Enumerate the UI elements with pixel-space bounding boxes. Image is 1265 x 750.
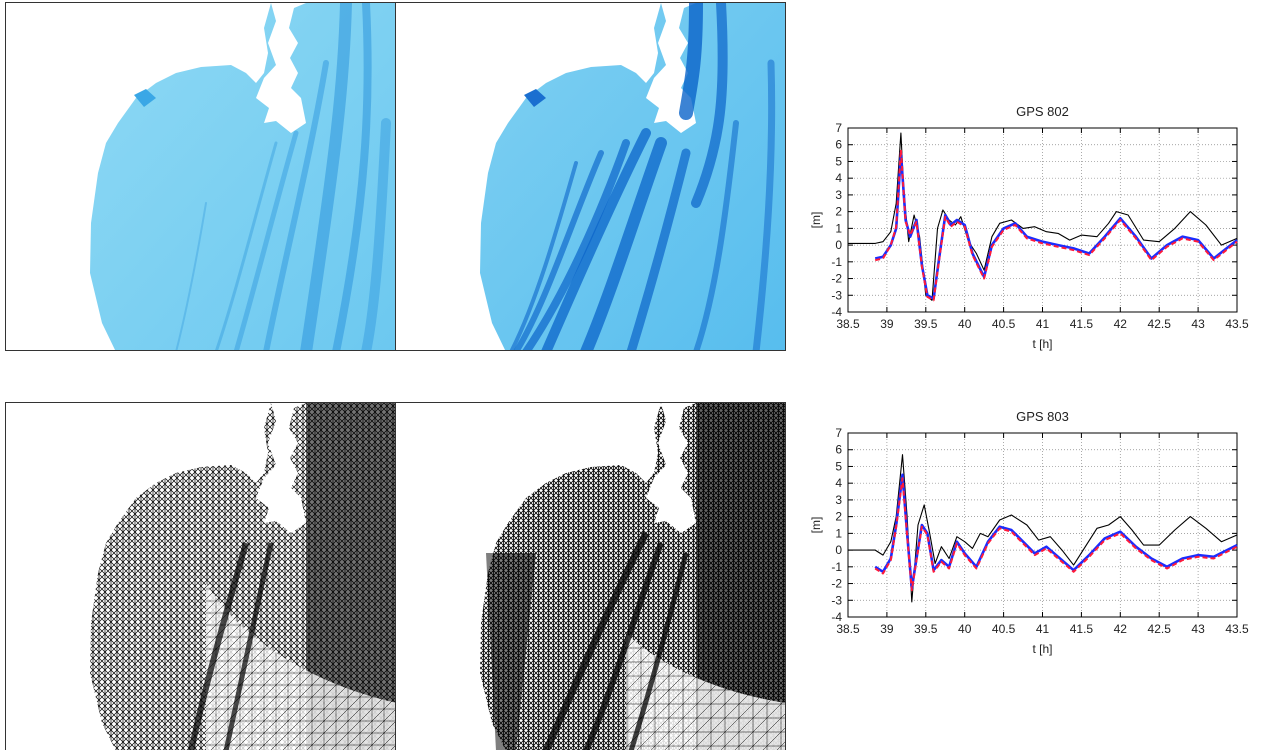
x-tick-label: 43 [1191, 317, 1205, 331]
y-tick-label: -4 [831, 610, 842, 624]
y-tick-label: 3 [835, 493, 842, 507]
x-tick-label: 41 [1036, 622, 1050, 636]
y-tick-label: -1 [831, 255, 842, 269]
y-tick-label: -3 [831, 593, 842, 607]
y-tick-label: 0 [835, 543, 842, 557]
x-tick-label: 40.5 [992, 317, 1016, 331]
x-tick-label: 42.5 [1148, 622, 1172, 636]
y-tick-label: 4 [835, 476, 842, 490]
sea-surface-image-2 [480, 3, 785, 350]
x-tick-label: 41.5 [1070, 622, 1094, 636]
x-tick-label: 43.5 [1225, 622, 1249, 636]
series-line-2 [874, 477, 1238, 592]
series-line-1 [874, 151, 1238, 300]
y-tick-label: 5 [835, 459, 842, 473]
chart-title: GPS 803 [1016, 409, 1069, 424]
y-axis-label: [m] [809, 212, 823, 229]
x-tick-label: 40 [958, 317, 972, 331]
y-tick-label: -3 [831, 288, 842, 302]
y-tick-label: 3 [835, 188, 842, 202]
x-tick-label: 38.5 [836, 622, 860, 636]
y-tick-label: 7 [835, 121, 842, 135]
x-tick-label: 39.5 [914, 622, 938, 636]
chart-gps-802: GPS 802 38.5 39 39.5 40 40.5 41 41.5 42 42.5 43 43.… [800, 100, 1265, 380]
y-tick-label: 6 [835, 138, 842, 152]
series-line-2 [874, 148, 1238, 302]
y-tick-label: 2 [835, 510, 842, 524]
chart-gps-803: GPS 803 38.5 39 39.5 40 40.5 41 41.5 42 42.5 43 43.… [800, 405, 1265, 685]
y-tick-label: 1 [835, 221, 842, 235]
x-tick-label: 42 [1114, 622, 1128, 636]
y-tick-label: 6 [835, 443, 842, 457]
y-tick-label: -1 [831, 560, 842, 574]
mesh-panel-2 [395, 402, 786, 750]
x-tick-label: 41.5 [1070, 317, 1094, 331]
x-tick-label: 40 [958, 622, 972, 636]
sea-surface-image-1 [90, 3, 395, 350]
basin-shape [90, 3, 395, 350]
x-axis-label: t [h] [1032, 337, 1052, 351]
y-tick-label: 2 [835, 205, 842, 219]
series-line-1 [874, 473, 1238, 590]
sea-surface-panel-1 [5, 2, 396, 351]
basin-shape [480, 3, 785, 350]
x-tick-label: 39.5 [914, 317, 938, 331]
y-tick-label: -4 [831, 305, 842, 319]
y-tick-label: -2 [831, 577, 842, 591]
sea-surface-panel-2 [395, 2, 786, 351]
chart-title: GPS 802 [1016, 104, 1069, 119]
y-tick-label: 0 [835, 238, 842, 252]
x-tick-label: 41 [1036, 317, 1050, 331]
x-tick-label: 39 [880, 317, 894, 331]
y-axis-label: [m] [809, 517, 823, 534]
x-tick-label: 42.5 [1148, 317, 1172, 331]
mesh-image-2 [480, 403, 785, 750]
y-tick-label: 5 [835, 154, 842, 168]
x-tick-label: 43.5 [1225, 317, 1249, 331]
x-tick-label: 42 [1114, 317, 1128, 331]
y-tick-label: 4 [835, 171, 842, 185]
x-tick-label: 43 [1191, 622, 1205, 636]
x-axis-label: t [h] [1032, 642, 1052, 656]
x-tick-label: 39 [880, 622, 894, 636]
y-tick-label: 1 [835, 526, 842, 540]
y-tick-label: -2 [831, 272, 842, 286]
x-tick-label: 38.5 [836, 317, 860, 331]
x-tick-label: 40.5 [992, 622, 1016, 636]
mesh-panel-1 [5, 402, 396, 750]
mesh-image-1 [90, 403, 395, 750]
y-tick-label: 7 [835, 426, 842, 440]
